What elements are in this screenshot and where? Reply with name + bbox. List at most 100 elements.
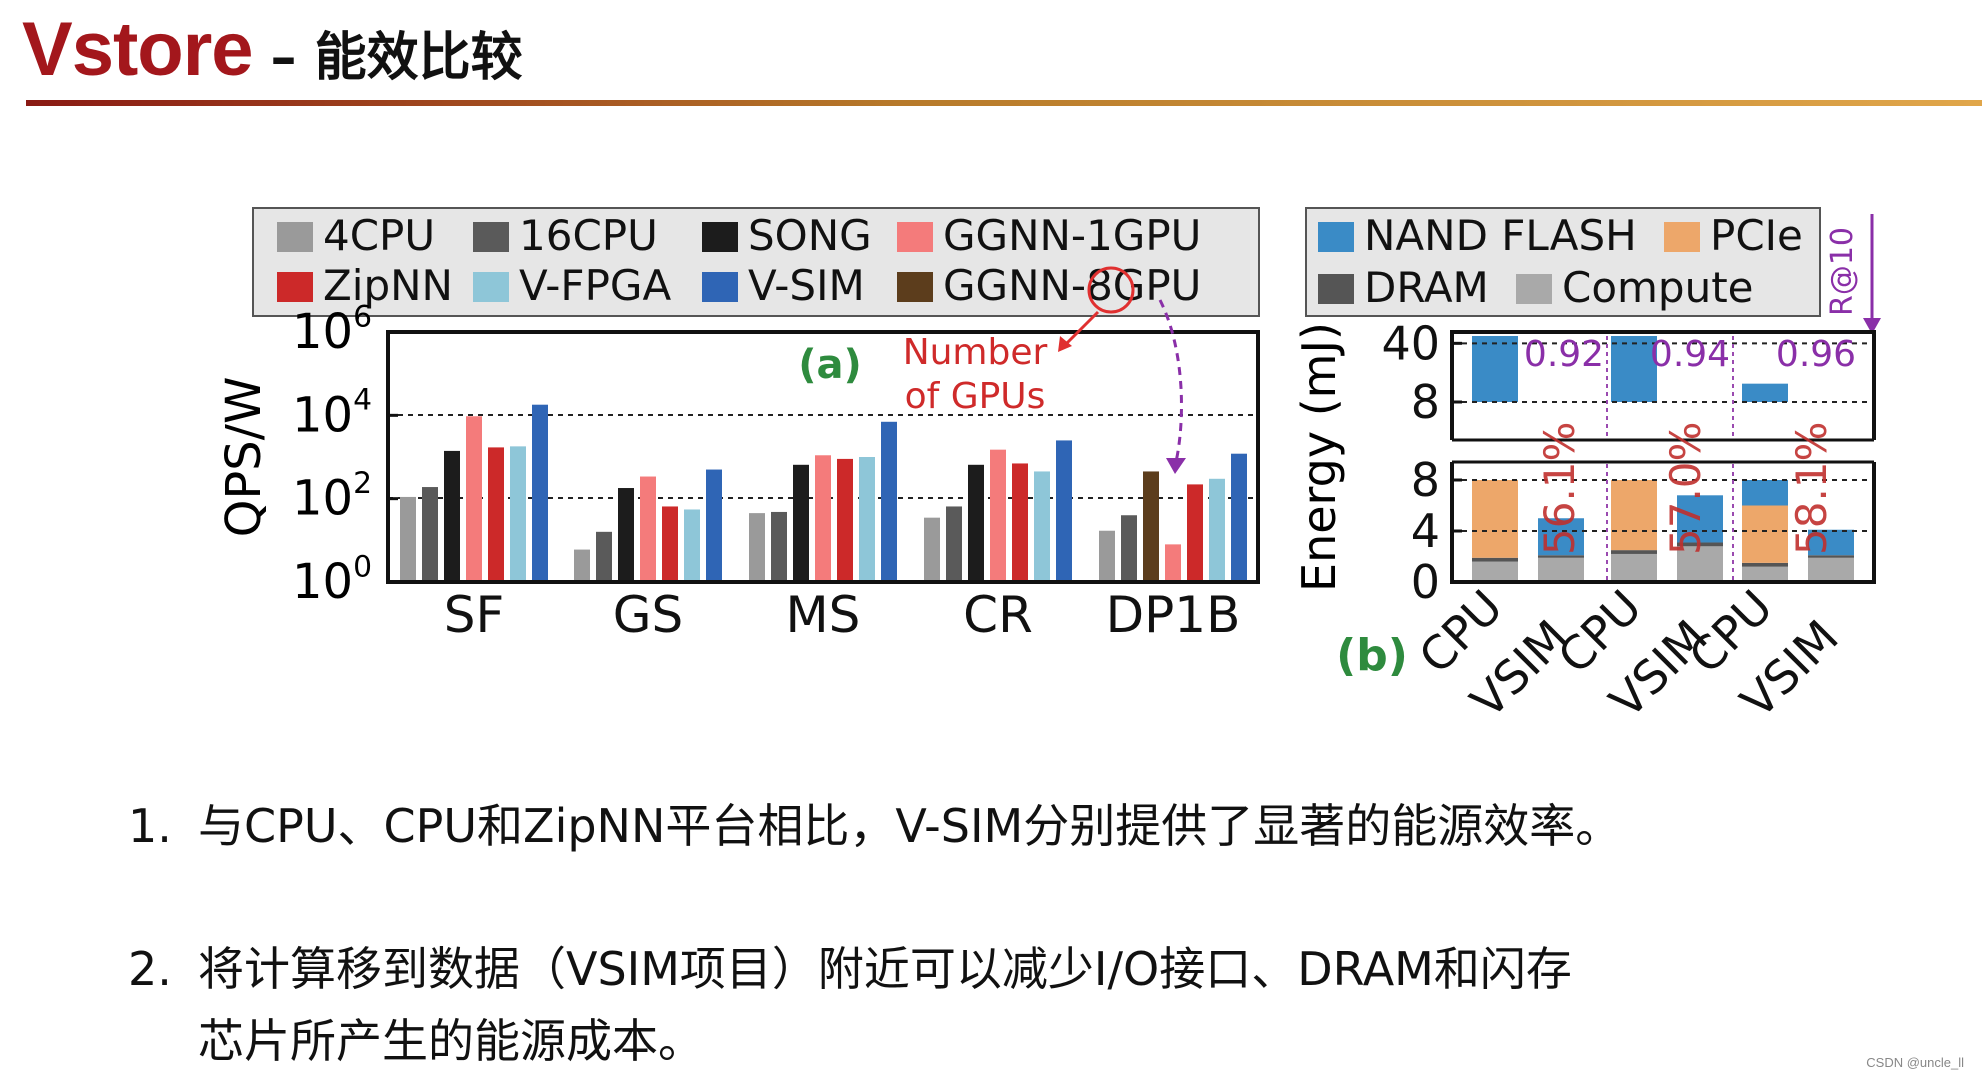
bar-dp1b-ggnn-8gpu bbox=[1143, 471, 1159, 582]
bar-cr-v-fpga bbox=[1034, 471, 1050, 582]
gpu-note-arrow-head bbox=[1058, 336, 1072, 352]
legend-b-box bbox=[1305, 207, 1821, 317]
bar-dp1b-4cpu bbox=[1099, 530, 1115, 582]
y-tick-label-b-lower_yticks-0: 0 bbox=[1411, 555, 1440, 609]
legend-label-song: SONG bbox=[748, 211, 872, 260]
legend-swatch-dram bbox=[1318, 274, 1354, 304]
slide-subtitle: – 能效比较 bbox=[270, 28, 523, 88]
bullet-2-text-line-1: 将计算移到数据（VSIM项目）附近可以减少I/O接口、DRAM和闪存 bbox=[198, 942, 1572, 996]
bar-gs-ggnn-1gpu bbox=[640, 476, 656, 582]
y-axis-a: 100 102 104 106 bbox=[292, 299, 398, 610]
bar-dp1b-v-fpga bbox=[1209, 478, 1225, 582]
gpu-8-arrow-head bbox=[1166, 458, 1186, 474]
y-tick-label-b-lower_yticks-2: 8 bbox=[1411, 453, 1440, 507]
figure: 4CPU 16CPU SONG GGNN-1GPU ZipNN V-FPGA V-SIM GG… bbox=[216, 207, 1881, 729]
bar-ms-v-sim bbox=[881, 421, 897, 582]
bar-gs-v-fpga bbox=[684, 509, 700, 582]
savings-label-0: 56.1% bbox=[1535, 422, 1584, 555]
stack-0-compute-lower bbox=[1472, 561, 1518, 582]
bullet-2-number: 2. bbox=[128, 942, 172, 996]
stack-4-compute-lower bbox=[1742, 566, 1788, 582]
legend-swatch-v-sim bbox=[702, 272, 738, 302]
bar-sf-v-sim bbox=[532, 404, 548, 582]
legend-swatch-nand-flash bbox=[1318, 222, 1354, 252]
stack-5-compute-lower bbox=[1808, 557, 1854, 582]
stack-4-nand-flash-lower bbox=[1742, 480, 1788, 506]
legend-swatch-pcie bbox=[1664, 222, 1700, 252]
stack-0-pcie-lower bbox=[1472, 480, 1518, 558]
legend-label-16cpu: 16CPU bbox=[519, 211, 658, 260]
legend-swatch-ggnn-1gpu bbox=[897, 222, 933, 252]
bar-ms-4cpu bbox=[749, 513, 765, 582]
bullet-1-number: 1. bbox=[128, 799, 172, 853]
x-tick-label-sf: SF bbox=[444, 586, 505, 644]
title-underline bbox=[26, 100, 1982, 106]
stack-0-dram-lower bbox=[1472, 557, 1518, 562]
bar-dp1b-zipnn bbox=[1187, 484, 1203, 582]
bar-cr-ggnn-1gpu bbox=[990, 449, 1006, 582]
legend-swatch-v-fpga bbox=[473, 272, 509, 302]
legend-swatch-compute bbox=[1516, 274, 1552, 304]
x-tick-label-cr: CR bbox=[963, 586, 1033, 644]
savings-label-2: 58.1% bbox=[1787, 422, 1836, 555]
bar-gs-16cpu bbox=[596, 531, 612, 582]
watermark: CSDN @uncle_ll bbox=[1866, 1055, 1964, 1070]
bar-ms-ggnn-1gpu bbox=[815, 455, 831, 582]
bar-sf-ggnn-1gpu bbox=[466, 416, 482, 582]
legend-swatch-4cpu bbox=[277, 222, 313, 252]
stack-2-compute-lower bbox=[1611, 553, 1657, 582]
stack-4-dram-lower bbox=[1742, 562, 1788, 567]
legend-swatch-16cpu bbox=[473, 222, 509, 252]
y-axis-label-a: QPS/W bbox=[216, 377, 272, 538]
bar-sf-4cpu bbox=[400, 496, 416, 582]
legend-label-ggnn-1gpu: GGNN-1GPU bbox=[943, 211, 1201, 260]
recall-axis-label: R@10 bbox=[1825, 227, 1860, 316]
bullet-1: 1. 与CPU、CPU和ZipNN平台相比，V-SIM分别提供了显著的能源效率。 bbox=[128, 790, 1621, 862]
recall-arrow-head bbox=[1863, 318, 1881, 334]
legend-label-zipnn: ZipNN bbox=[323, 261, 453, 310]
bar-ms-song bbox=[793, 464, 809, 582]
y-tick-label-a-0: 100 bbox=[292, 549, 372, 610]
y-tick-label-a-2: 104 bbox=[292, 383, 372, 444]
bar-cr-zipnn bbox=[1012, 463, 1028, 582]
bar-cr-v-sim bbox=[1056, 440, 1072, 582]
stack-1-compute-lower bbox=[1538, 557, 1584, 582]
gpu-count-circle bbox=[1087, 266, 1135, 314]
bar-sf-song bbox=[444, 450, 460, 582]
bar-cr-4cpu bbox=[924, 517, 940, 582]
legend-b: NAND FLASH PCIe DRAM Compute R@10 bbox=[1318, 211, 1881, 334]
gpu-note-line-2: of GPUs bbox=[905, 376, 1046, 417]
legend-swatch-song bbox=[702, 222, 738, 252]
bullet-2: 2. 将计算移到数据（VSIM项目）附近可以减少I/O接口、DRAM和闪存 bbox=[128, 933, 1572, 1005]
bar-gs-v-sim bbox=[706, 469, 722, 582]
y-tick-label-b-upper_yticks-1: 40 bbox=[1381, 316, 1440, 370]
panel-label-a: (a) bbox=[798, 342, 862, 388]
y-tick-label-b-upper_yticks-0: 8 bbox=[1411, 375, 1440, 429]
stack-2-pcie-lower bbox=[1611, 480, 1657, 551]
recall-label-2: 0.96 bbox=[1776, 334, 1856, 375]
bar-dp1b-v-sim bbox=[1231, 453, 1247, 582]
gpu-note-arrow-line bbox=[1063, 310, 1100, 347]
plot-a-frame bbox=[386, 330, 1260, 584]
legend-label-v-fpga: V-FPGA bbox=[519, 261, 671, 310]
stack-1-nand-flash-lower bbox=[1538, 518, 1584, 556]
legend-label-compute: Compute bbox=[1562, 263, 1754, 312]
stack-5-dram-lower bbox=[1808, 555, 1854, 558]
stack-3-dram-lower bbox=[1677, 542, 1723, 547]
legend-a: 4CPU 16CPU SONG GGNN-1GPU ZipNN V-FPGA V-SIM GG… bbox=[277, 211, 1201, 310]
y-tick-label-b-lower_yticks-1: 4 bbox=[1411, 504, 1440, 558]
savings-label-1: 57.0% bbox=[1661, 422, 1710, 555]
x-axis-a: SF GS MS CR DP1B bbox=[444, 586, 1241, 644]
bar-dp1b-16cpu bbox=[1121, 515, 1137, 582]
stack-4-nand-flash-upper bbox=[1742, 383, 1788, 402]
bar-cr-16cpu bbox=[946, 506, 962, 582]
stack-1-dram-lower bbox=[1538, 555, 1584, 558]
stack-2-nand-flash-upper bbox=[1611, 336, 1657, 402]
panel-label-b: (b) bbox=[1336, 630, 1408, 681]
gpu-8-arrow-line bbox=[1158, 299, 1183, 463]
bars-a bbox=[400, 404, 1247, 582]
title-bar: Vstore – 能效比较 bbox=[22, 6, 523, 96]
